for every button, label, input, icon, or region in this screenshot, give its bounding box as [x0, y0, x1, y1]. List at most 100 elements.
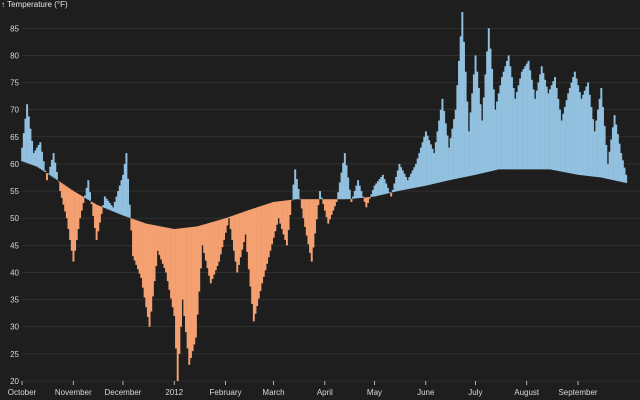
- temperature-bar: [292, 184, 295, 200]
- temperature-bar: [492, 89, 495, 171]
- temperature-bar: [520, 71, 523, 170]
- temperature-bar: [347, 177, 350, 200]
- temperature-bar: [77, 193, 80, 230]
- temperature-bar: [469, 112, 472, 176]
- x-tick-label: May: [367, 388, 382, 397]
- x-tick-label: 2012: [165, 388, 183, 397]
- temperature-bar: [135, 220, 138, 265]
- temperature-bar: [562, 113, 565, 172]
- temperature-bar: [170, 228, 173, 299]
- temperature-bar: [312, 199, 315, 248]
- temperature-bar: [371, 189, 374, 197]
- x-tick-label: March: [262, 388, 284, 397]
- temperature-bar: [530, 79, 533, 170]
- temperature-bar: [153, 225, 156, 282]
- temperature-bar: [620, 153, 623, 182]
- temperature-bar: [565, 100, 568, 173]
- temperature-bar: [158, 226, 161, 256]
- temperature-bar: [87, 180, 90, 200]
- temperature-bar: [196, 226, 199, 315]
- temperature-bar: [60, 183, 63, 198]
- temperature-bar: [309, 199, 312, 253]
- temperature-bar: [545, 86, 548, 170]
- temperature-bar: [193, 226, 196, 345]
- temperature-bar: [401, 170, 404, 191]
- temperature-bar: [148, 224, 151, 327]
- temperature-bar: [163, 227, 166, 269]
- temperature-bar: [448, 147, 451, 181]
- temperature-bar: [52, 153, 55, 178]
- temperature-bar: [49, 166, 52, 176]
- temperature-bar: [65, 186, 68, 219]
- temperature-bar: [590, 106, 593, 177]
- temperature-bar: [603, 125, 606, 179]
- y-tick-label: 85: [10, 24, 19, 33]
- temperature-bar: [314, 199, 317, 234]
- temperature-bar: [367, 197, 369, 204]
- temperature-bar: [84, 195, 87, 198]
- temperature-bar: [388, 192, 391, 194]
- temperature-bar: [237, 213, 240, 265]
- temperature-bar: [567, 93, 570, 173]
- temperature-bar: [271, 202, 273, 245]
- temperature-bar: [327, 199, 330, 224]
- temperature-bar: [595, 120, 598, 177]
- temperature-bar: [540, 66, 543, 170]
- temperature-bar: [362, 196, 365, 198]
- temperature-bar: [211, 222, 214, 279]
- temperature-bar: [300, 199, 303, 209]
- temperature-bar: [373, 185, 376, 197]
- temperature-bar: [611, 127, 614, 181]
- temperature-bar: [623, 167, 626, 183]
- temperature-bar: [128, 204, 131, 218]
- temperature-bar: [456, 85, 459, 179]
- temperature-bar: [345, 165, 348, 200]
- temperature-bar: [241, 212, 244, 250]
- temperature-bar: [262, 205, 265, 277]
- temperature-bar: [324, 199, 326, 211]
- temperature-bar: [396, 170, 399, 192]
- temperature-bar: [383, 179, 386, 195]
- temperature-bar: [118, 185, 121, 215]
- temperature-bar: [213, 221, 216, 275]
- temperature-bar: [335, 199, 338, 202]
- temperature-bar: [337, 192, 340, 200]
- temperature-bar: [75, 193, 78, 240]
- temperature-bar: [363, 197, 366, 202]
- temperature-bar: [186, 227, 189, 349]
- temperature-bar: [252, 208, 255, 322]
- temperature-bar: [203, 224, 206, 253]
- temperature-bar: [32, 153, 35, 166]
- temperature-bar: [224, 218, 227, 233]
- temperature-bar: [381, 174, 384, 195]
- temperature-bar: [570, 82, 573, 174]
- temperature-bar: [549, 89, 552, 170]
- temperature-bar: [592, 119, 595, 177]
- temperature-bar: [92, 202, 95, 217]
- temperature-bar: [625, 174, 628, 183]
- temperature-bar: [113, 201, 116, 213]
- temperature-bar: [506, 60, 508, 170]
- temperature-bar: [223, 218, 226, 240]
- temperature-bar: [451, 128, 454, 180]
- temperature-bar: [74, 192, 77, 251]
- temperature-bar: [41, 151, 43, 170]
- temperature-bar: [188, 227, 191, 365]
- temperature-bar: [218, 220, 221, 262]
- temperature-bar: [413, 167, 416, 188]
- temperature-bar: [423, 136, 426, 186]
- temperature-bar: [408, 176, 411, 189]
- temperature-bar: [517, 85, 520, 170]
- temperature-bar: [352, 196, 355, 199]
- temperature-bar: [122, 174, 125, 216]
- temperature-bar: [405, 176, 408, 190]
- temperature-bar: [458, 60, 460, 179]
- temperature-bar: [375, 183, 378, 197]
- x-tick-label: November: [55, 388, 92, 397]
- temperature-bar: [519, 78, 522, 170]
- temperature-bar: [137, 220, 139, 270]
- temperature-bar: [333, 199, 336, 207]
- temperature-bar: [449, 138, 452, 180]
- temperature-bar: [180, 228, 182, 327]
